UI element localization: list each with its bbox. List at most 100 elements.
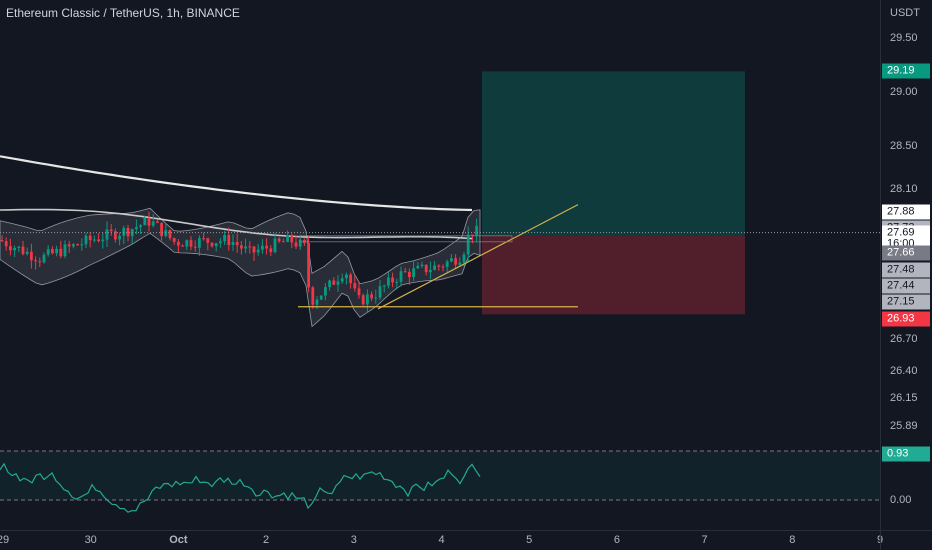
candle-body [172,238,176,242]
candle-body [441,266,445,268]
candle-body [336,281,340,285]
candle-body [345,274,348,279]
symbol-title[interactable]: Ethereum Classic / TetherUS, 1h, BINANCE [6,6,240,20]
candle-body [185,240,189,247]
candle-body [412,268,415,278]
candle-body [462,254,466,263]
candle-body [105,229,109,240]
candle-body [76,244,79,246]
candle-body [387,277,390,286]
chart-area[interactable]: Ethereum Classic / TetherUS, 1h, BINANCE [0,0,880,530]
candle-body [164,230,168,237]
candle-body [210,242,214,247]
candle-body [9,246,12,251]
candle-body [223,235,226,242]
axis-unit-label: USDT [890,7,920,19]
candle-body [156,221,159,223]
indicator-zone [0,451,880,500]
candle-body [277,238,281,242]
candle-body [84,235,88,245]
candle-body [118,235,121,240]
candle-body [399,271,403,282]
time-tick: 8 [789,534,796,546]
candle-body [4,241,8,247]
candle-body [59,248,63,257]
candle-body [420,264,424,266]
candle-body [332,280,336,285]
price-tick: 29.00 [890,85,918,98]
candle-body [13,247,16,251]
candle-body [139,225,142,228]
candle-body [361,295,365,305]
candle-body [265,245,268,249]
candle-body [244,246,247,249]
candle-body [395,281,399,283]
candle-body [475,225,478,237]
moving-average-long [0,155,473,212]
candle-body [80,244,84,246]
time-axis[interactable]: 2930Oct23456789 [0,530,883,550]
candle-body [433,265,436,270]
candle-body [382,285,386,287]
candle-body [240,245,243,249]
candle-body [93,239,96,241]
candle-body [42,254,46,263]
price-axis[interactable]: USDT 29.50 29.00 28.50 28.10 26.70 26.40 26.15… [880,0,932,530]
price-badge: 27.15 [882,294,930,310]
candle-body [248,246,252,248]
candle-body [67,244,71,247]
candle-body [72,244,75,247]
candle-body [450,258,453,262]
candle-body [454,258,457,265]
candle-body [374,297,378,299]
price-badge: 27.48 [882,262,930,278]
candle-body [101,239,105,242]
candle-body [231,242,235,246]
candle-body [193,246,197,248]
candle-body [21,246,25,255]
axis-corner [880,530,932,550]
price-tick: 29.50 [890,32,918,44]
candle-body [424,264,428,273]
candle-body [88,235,92,241]
candle-body [353,283,357,289]
time-tick: 29 [0,534,10,546]
candle-body [55,248,58,254]
price-badge: 29.19 [882,63,930,79]
candle-body [177,241,180,246]
candle-body [437,265,441,267]
candle-body [340,278,344,282]
price-badge: 26.93 [882,311,930,327]
candle-body [122,227,126,236]
price-badge: 27.44 [882,278,930,294]
candle-body [319,295,323,300]
candle-body [256,249,260,253]
candle-body [315,299,319,305]
candle-body [30,251,33,261]
candle-body [445,261,449,267]
time-tick: 3 [350,534,357,546]
candle-body [97,239,100,242]
bollinger-band [0,207,481,328]
price-chart[interactable] [0,0,880,530]
candle-body [235,242,239,246]
time-tick: 7 [701,534,708,546]
candle-body [269,248,273,253]
price-tick: 28.50 [890,139,918,152]
target-zone [482,71,745,236]
candle-body [143,217,147,226]
candle-body [471,234,474,237]
candle-body [328,280,331,288]
candle-body [378,286,382,298]
candle-body [63,244,67,257]
price-tick: 25.89 [890,420,918,433]
candle-body [135,227,138,230]
indicator-badge: 0.93 [882,446,930,462]
candle-body [0,240,4,242]
candle-body [324,287,327,296]
candle-body [114,231,117,240]
candle-body [227,235,231,246]
candle-body [458,262,462,265]
price-tick: 26.70 [890,333,918,345]
candle-body [160,222,163,237]
